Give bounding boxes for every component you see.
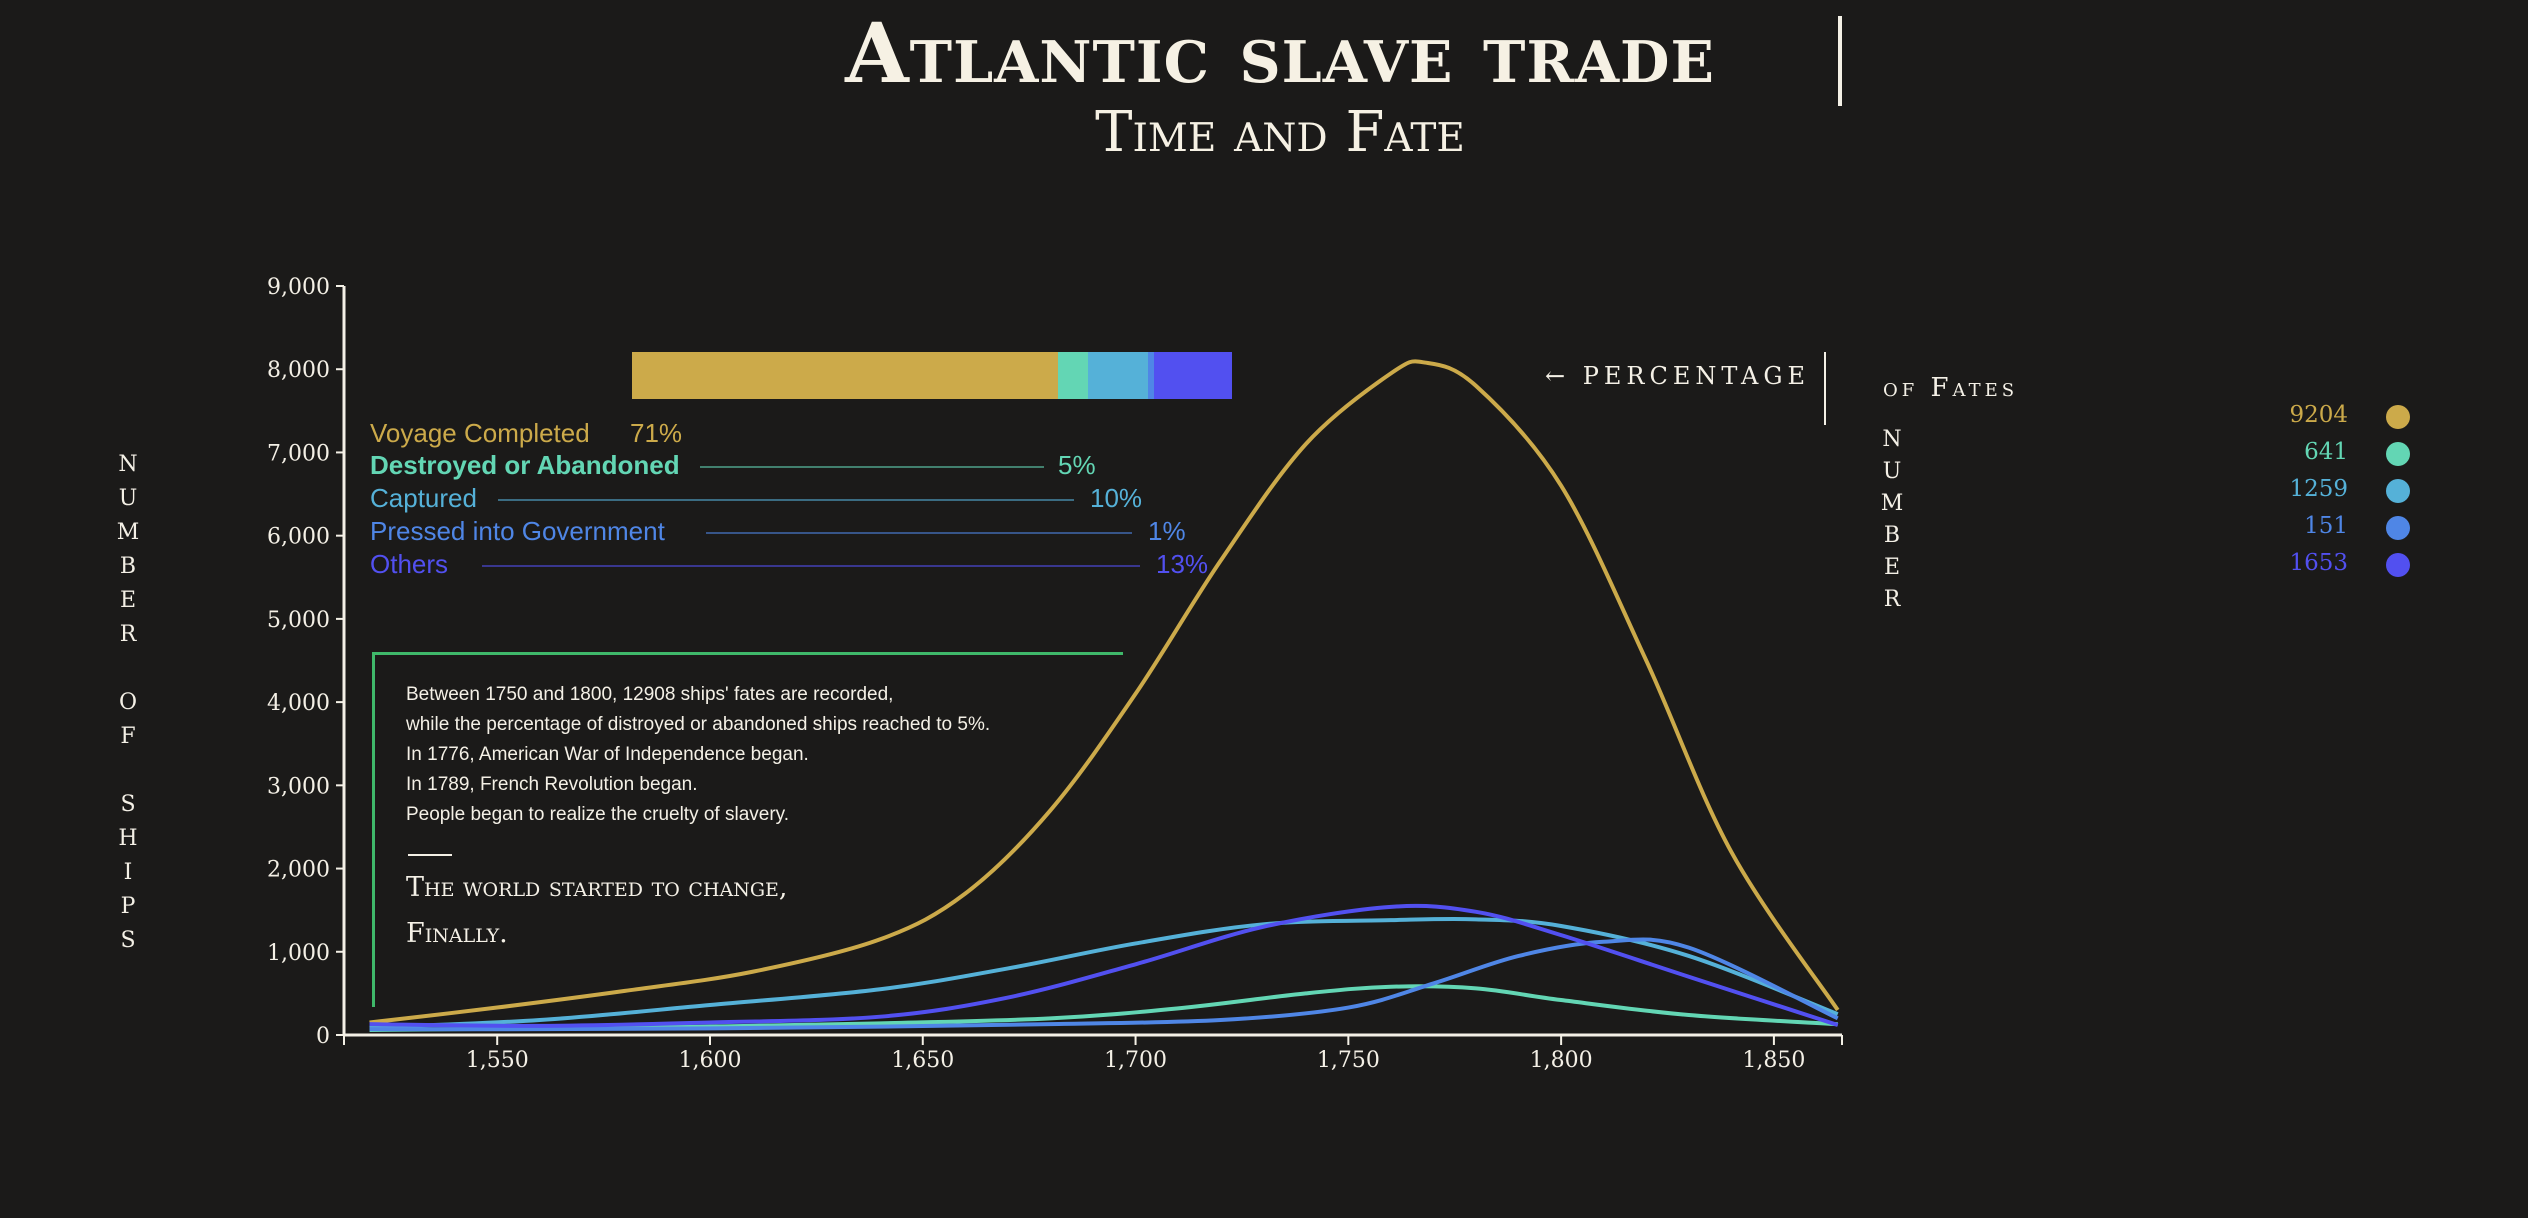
legend-dot (2386, 479, 2410, 503)
x-tick-label: 1,600 (678, 1048, 741, 1073)
legend-item: 151 (2200, 513, 2410, 543)
fate-connector-line (706, 532, 1132, 534)
y-tick-label: 1,000 (267, 941, 330, 966)
percentage-label: ← PERCENTAGE (1545, 362, 1811, 390)
series-line-pressed-into-government (369, 937, 1839, 1032)
fate-percent: 1% (1148, 516, 1186, 546)
fate-name: Others (370, 549, 449, 579)
legend-item: 1653 (2200, 550, 2410, 580)
legend-item: 641 (2200, 439, 2410, 469)
annotation-line: People began to realize the cruelty of s… (406, 804, 790, 825)
series-group (369, 359, 1840, 1033)
of-fates-label: of Fates (1883, 373, 2019, 403)
percentage-stacked-bar (632, 352, 1232, 399)
legend-dot (2386, 405, 2410, 429)
legend-count: 1653 (2289, 550, 2348, 576)
y-axis: 0 1,000 2,000 3,000 4,000 5,000 6,000 7,000 8,00… (267, 275, 346, 1049)
fate-name: Captured (370, 483, 477, 513)
x-axis: 1,550 1,600 1,650 1,700 1,750 1,800 1,850 (343, 1033, 1843, 1073)
legend-count: 9204 (2289, 402, 2348, 428)
fate-percent: 5% (1058, 450, 1096, 480)
y-tick-label: 5,000 (267, 608, 330, 633)
fate-name: Pressed into Government (370, 516, 665, 546)
fate-name: Voyage Completed (370, 418, 590, 448)
y-tick-label: 4,000 (267, 691, 330, 716)
legend-axis-title: N U M B E R (1880, 427, 1904, 612)
fate-percent: 10% (1090, 483, 1143, 513)
annotation-line: while the percentage of distroyed or aba… (406, 714, 991, 735)
annotation-conclusion: The world started to change, (406, 872, 788, 903)
percentage-segment (1088, 352, 1148, 399)
y-axis-title: N U M B E R O F S H I P S (116, 452, 140, 953)
y-tick-label: 2,000 (267, 858, 330, 883)
x-tick-label: 1,850 (1742, 1048, 1805, 1073)
annotation-dash (408, 854, 452, 856)
legend-count: 641 (2304, 439, 2348, 465)
y-tick-label: 8,000 (267, 358, 330, 383)
fate-connector-line (482, 565, 1140, 567)
y-tick-label: 3,000 (267, 774, 330, 799)
annotation-box (372, 652, 1123, 1007)
annotation-line: Between 1750 and 1800, 12908 ships' fate… (406, 684, 894, 705)
annotation-line: In 1789, French Revolution began. (406, 774, 698, 795)
y-tick-label: 9,000 (267, 275, 330, 300)
x-tick-label: 1,750 (1317, 1048, 1380, 1073)
percentage-segment (1148, 352, 1154, 399)
fate-percent: 71% (630, 418, 683, 448)
series-line-others (369, 903, 1839, 1028)
legend-item: 9204 (2200, 402, 2410, 432)
y-tick-label: 7,000 (267, 441, 330, 466)
fate-name: Destroyed or Abandoned (370, 450, 680, 480)
annotation-conclusion: Finally. (406, 918, 508, 949)
legend-dot (2386, 516, 2410, 540)
x-tick-label: 1,550 (466, 1048, 529, 1073)
page-title: Atlantic slave trade (845, 6, 1715, 102)
series-line-captured (369, 916, 1839, 1030)
fate-connector-line (498, 499, 1074, 501)
x-tick-label: 1,800 (1530, 1048, 1593, 1073)
percentage-segment (1154, 352, 1232, 399)
fate-connector-line (700, 466, 1044, 468)
percentage-segment (632, 352, 1058, 399)
x-tick-label: 1,650 (891, 1048, 954, 1073)
title-divider (1838, 16, 1842, 106)
legend-count: 1259 (2289, 476, 2348, 502)
legend-count: 151 (2304, 513, 2348, 539)
y-tick-label: 6,000 (267, 525, 330, 550)
x-tick-label: 1,700 (1104, 1048, 1167, 1073)
percentage-segment (1058, 352, 1088, 399)
legend-dot (2386, 553, 2410, 577)
fate-percent: 13% (1156, 549, 1209, 579)
annotation-line: In 1776, American War of Independence be… (406, 744, 809, 765)
series-line-voyage-completed (369, 359, 1840, 1025)
legend-item: 1259 (2200, 476, 2410, 506)
y-tick-label: 0 (316, 1024, 330, 1049)
page-subtitle: Time and Fate (1095, 100, 1465, 165)
legend-dot (2386, 442, 2410, 466)
